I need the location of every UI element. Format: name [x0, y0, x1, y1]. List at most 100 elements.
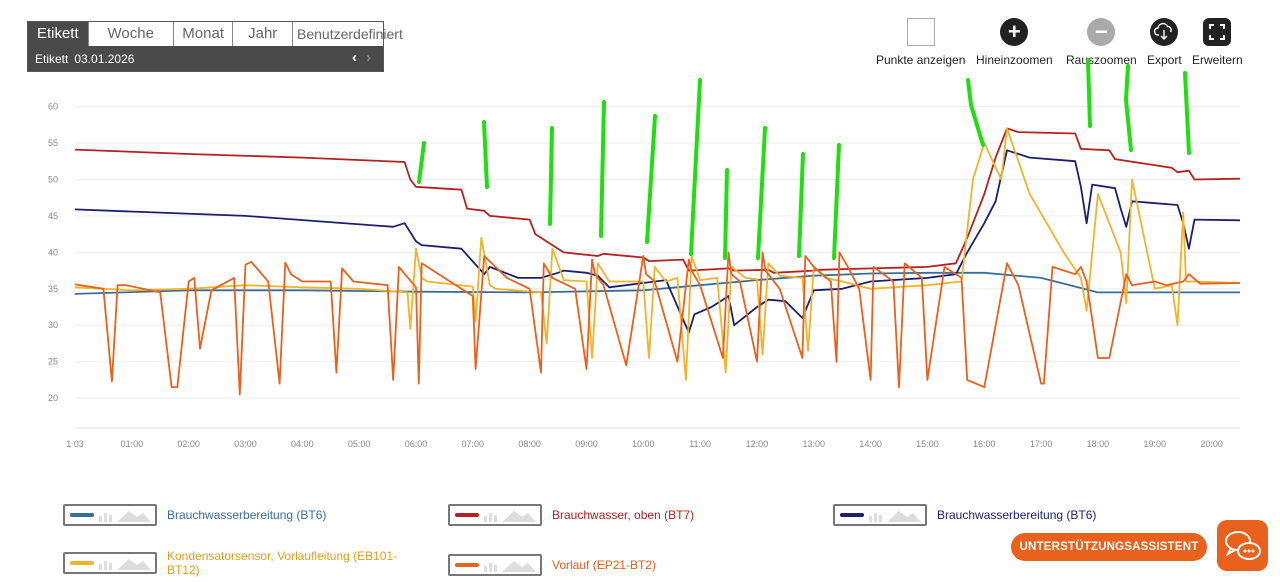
- tab-etikett[interactable]: Etikett: [28, 22, 89, 46]
- checkbox-icon[interactable]: [906, 18, 935, 46]
- legend-color-bar: [70, 561, 94, 565]
- legend-label: Brauchwasser, oben (BT7): [552, 508, 695, 522]
- y-tick-label: 50: [48, 174, 58, 184]
- mini-chart-icon: [99, 511, 151, 522]
- tab-jahr[interactable]: Jahr: [233, 22, 293, 46]
- y-tick-label: 45: [48, 211, 58, 221]
- y-tick-label: 60: [48, 102, 58, 112]
- annotation-stroke: [548, 126, 554, 226]
- series-line: [74, 149, 1241, 334]
- annotation-stroke: [599, 100, 606, 238]
- date-value: 03.01.2026: [74, 51, 135, 66]
- next-day-button[interactable]: ›: [366, 49, 371, 66]
- annotation-stroke: [1086, 58, 1092, 128]
- x-tick-label: 12:00: [746, 439, 769, 449]
- chat-assistant-icon[interactable]: [1217, 520, 1268, 571]
- legend-item-eb101[interactable]: Kondensatorsensor, Vorlaufleitung (EB101…: [63, 549, 417, 577]
- legend-color-bar: [70, 513, 94, 517]
- show-points-label: Punkte anzeigen: [876, 53, 966, 67]
- x-tick-label: 11:00: [689, 439, 711, 449]
- green-annotations: [417, 58, 1191, 260]
- annotation-stroke: [1124, 64, 1133, 152]
- x-tick-label: 04:00: [291, 439, 314, 449]
- legend-swatch: [63, 552, 157, 574]
- date-bar-label: Etikett: [35, 51, 69, 66]
- mini-chart-icon: [99, 559, 151, 570]
- export-label: Export: [1147, 53, 1182, 67]
- expand-label: Erweitern: [1192, 53, 1243, 67]
- legend-color-bar: [455, 563, 479, 567]
- legend-swatch: [448, 504, 542, 526]
- period-tabs: Etikett Woche Monat Jahr Benutzerdefinie…: [28, 22, 403, 46]
- y-tick-label: 35: [48, 284, 58, 294]
- tab-benutzerdefiniert[interactable]: Benutzerdefiniert: [297, 26, 403, 42]
- chart-series: [74, 127, 1241, 396]
- annotation-stroke: [417, 141, 426, 184]
- zoom-out-button[interactable]: − Rauszoomen: [1066, 18, 1137, 67]
- export-button[interactable]: Export: [1147, 18, 1182, 67]
- annotation-stroke: [645, 114, 657, 244]
- x-tick-label: 01:00: [121, 439, 144, 449]
- x-tick-label: 07:00: [462, 439, 485, 449]
- cloud-download-icon: [1150, 18, 1179, 46]
- fullscreen-icon: [1203, 18, 1232, 46]
- tab-woche[interactable]: Woche: [89, 22, 174, 46]
- y-tick-label: 25: [48, 357, 58, 367]
- tab-monat[interactable]: Monat: [174, 22, 234, 46]
- annotation-stroke: [1183, 71, 1191, 155]
- series-line: [74, 127, 1241, 381]
- legend-item-ep21[interactable]: Vorlauf (EP21-BT2): [448, 554, 656, 576]
- period-selector: Etikett Woche Monat Jahr Benutzerdefinie…: [27, 21, 403, 72]
- chart-grid: [75, 106, 1240, 429]
- x-tick-label: 08:00: [518, 439, 541, 449]
- series-line: [74, 251, 1241, 396]
- legend-swatch: [448, 554, 542, 576]
- y-tick-label: 20: [48, 393, 58, 403]
- annotation-stroke: [756, 126, 767, 260]
- show-points-toggle[interactable]: Punkte anzeigen: [876, 18, 965, 67]
- y-axis-ticks: 20 25 30 35 40 45 50 55 60: [48, 102, 58, 404]
- x-tick-label: 18:00: [1087, 439, 1110, 449]
- prev-day-button[interactable]: ‹: [352, 49, 357, 66]
- plus-icon: +: [1000, 18, 1029, 46]
- x-tick-label: 03:00: [234, 439, 257, 449]
- x-tick-label: 05:00: [348, 439, 371, 449]
- minus-icon: −: [1087, 18, 1116, 46]
- annotation-stroke: [482, 120, 489, 189]
- series-line: [74, 271, 1240, 295]
- legend-color-bar: [455, 513, 479, 517]
- legend-swatch: [63, 504, 157, 526]
- legend-label: Vorlauf (EP21-BT2): [552, 558, 657, 572]
- x-tick-label: 19:00: [1143, 439, 1166, 449]
- legend-label: Brauchwasserbereitung (BT6): [167, 508, 327, 522]
- x-tick-label: 15:00: [916, 439, 939, 449]
- x-axis-ticks: 1 03 01:00 02:00 03:00 04:00 05:00 06:00 07:00 0…: [66, 439, 1223, 449]
- x-tick-label: 1 03: [66, 439, 84, 449]
- legend-swatch: [833, 504, 927, 526]
- y-tick-label: 40: [48, 247, 58, 257]
- x-tick-label: 17:00: [1030, 439, 1053, 449]
- mini-chart-icon: [484, 561, 536, 572]
- line-chart[interactable]: 20 25 30 35 40 45 50 55 60 1 03 01:00 02:00 03:00 04…: [0, 0, 1280, 470]
- series-line: [74, 127, 1241, 274]
- legend-item-bt7[interactable]: Brauchwasser, oben (BT7): [448, 504, 694, 526]
- x-tick-label: 02:00: [177, 439, 200, 449]
- mini-chart-icon: [869, 511, 921, 522]
- expand-button[interactable]: Erweitern: [1192, 18, 1243, 67]
- x-tick-label: 09:00: [575, 439, 598, 449]
- legend-label: Brauchwasserbereitung (BT6): [937, 508, 1097, 522]
- support-assistant-button[interactable]: UNTERSTÜTZUNGSASSISTENT: [1011, 533, 1207, 561]
- x-tick-label: 10:00: [632, 439, 655, 449]
- date-bar: Etikett 03.01.2026 ‹ ›: [28, 46, 383, 71]
- zoom-in-button[interactable]: + Hineinzoomen: [976, 18, 1053, 67]
- y-tick-label: 30: [48, 320, 58, 330]
- zoom-in-label: Hineinzoomen: [976, 53, 1053, 67]
- x-tick-label: 06:00: [405, 439, 428, 449]
- annotation-stroke: [723, 168, 729, 260]
- x-tick-label: 20:00: [1200, 439, 1223, 449]
- x-tick-label: 14:00: [859, 439, 882, 449]
- legend-item-bt6-dark[interactable]: Brauchwasserbereitung (BT6): [833, 504, 1096, 526]
- annotation-stroke: [689, 78, 702, 256]
- legend-item-bt6-light[interactable]: Brauchwasserbereitung (BT6): [63, 504, 326, 526]
- x-tick-label: 16:00: [973, 439, 996, 449]
